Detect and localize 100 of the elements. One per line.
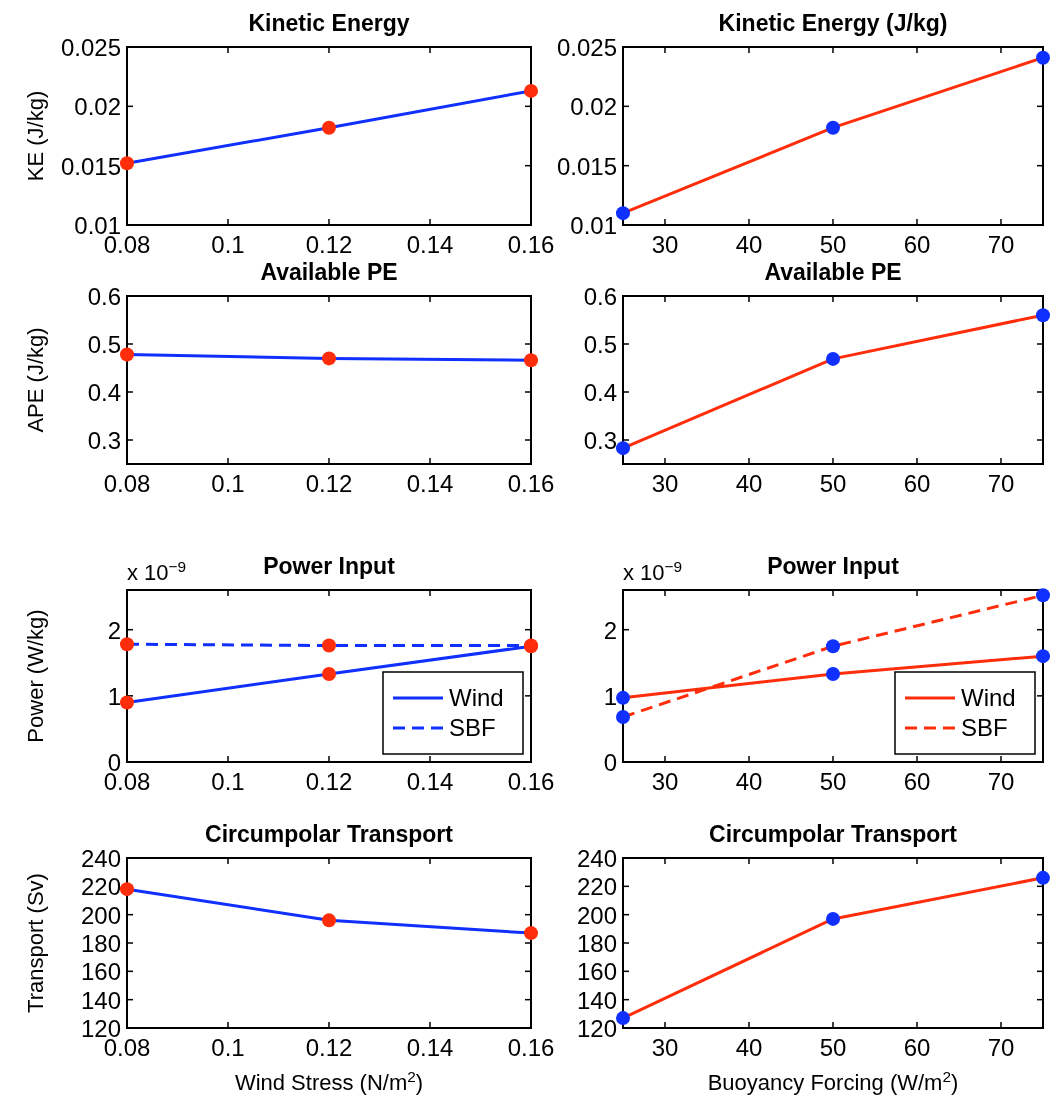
y-tick-label: 0.6 xyxy=(583,283,617,310)
x-axis-title: Buoyancy Forcing (W/m$^{2}$) xyxy=(707,1067,959,1095)
y-tick-label: 120 xyxy=(576,1015,617,1042)
point xyxy=(1036,50,1050,65)
x-tick-label: 0.1 xyxy=(211,231,245,258)
point xyxy=(322,351,336,366)
y-tick-label: 240 xyxy=(80,845,121,872)
y-tick-label: 0 xyxy=(603,749,617,776)
x-tick-label: 50 xyxy=(819,231,847,258)
x-tick-label: 70 xyxy=(987,231,1015,258)
y-axis-title: APE (J/kg) xyxy=(23,327,48,433)
x-tick-label: 0.12 xyxy=(305,231,353,258)
y-tick-label: 160 xyxy=(80,958,121,986)
chart-title: Power Input xyxy=(767,553,900,579)
x-tick-label: 50 xyxy=(819,470,847,497)
point xyxy=(524,353,538,368)
x-tick-label: 60 xyxy=(903,470,931,497)
x-tick-label: 0.14 xyxy=(406,470,454,497)
x-tick-label: 30 xyxy=(651,470,679,497)
x-tick-label: 0.16 xyxy=(507,470,555,497)
y-tick-label: 140 xyxy=(80,986,121,1014)
x-tick-label: 0.12 xyxy=(305,768,353,795)
x-tick-label: 0.12 xyxy=(305,470,353,497)
y-tick-label: 0.02 xyxy=(74,93,121,121)
x-tick-label: 40 xyxy=(735,231,763,258)
point xyxy=(826,911,840,926)
x-tick-label: 30 xyxy=(651,231,679,258)
x-tick-label: 0.14 xyxy=(406,768,454,795)
point xyxy=(322,913,336,928)
y-axis-title: KE (J/kg) xyxy=(23,90,48,182)
x-tick-label: 60 xyxy=(903,768,931,795)
y-tick-label: 0.5 xyxy=(87,331,121,358)
x-tick-label: 0.1 xyxy=(211,470,245,497)
point xyxy=(1036,588,1050,603)
x-tick-label: 30 xyxy=(651,1034,679,1061)
y-tick-label: 140 xyxy=(576,986,617,1014)
y-tick-label: 0.015 xyxy=(556,152,617,180)
x-tick-label: 0.1 xyxy=(211,1034,245,1061)
chart-title: Kinetic Energy (J/kg) xyxy=(718,10,948,36)
point xyxy=(616,1011,630,1026)
x-tick-label: 0.08 xyxy=(103,470,151,497)
point xyxy=(616,441,630,456)
y-tick-label: 220 xyxy=(576,873,617,901)
y-tick-label: 0.5 xyxy=(583,331,617,358)
y-tick-label: 1 xyxy=(107,682,121,710)
y-tick-label: 0.015 xyxy=(60,152,121,180)
legend-label: Wind xyxy=(449,684,504,711)
y-axis-title: Transport (Sv) xyxy=(23,873,48,1013)
x-tick-label: 0.16 xyxy=(507,231,555,258)
y-tick-label: 0.025 xyxy=(556,34,617,61)
y-tick-label: 0.4 xyxy=(87,379,121,406)
point xyxy=(524,83,538,98)
point xyxy=(826,351,840,366)
x-axis-title: Wind Stress (N/m$^{2}$) xyxy=(234,1067,424,1095)
y-tick-label: 0.02 xyxy=(570,93,617,121)
y-tick-label: 0.3 xyxy=(583,427,617,454)
y-tick-label: 200 xyxy=(576,901,617,929)
point xyxy=(826,667,840,682)
text: x 10$^{−9}$ xyxy=(127,557,187,585)
point xyxy=(120,695,134,710)
x-tick-label: 0.14 xyxy=(406,231,454,258)
y-tick-label: 200 xyxy=(80,901,121,929)
y-tick-label: 0.025 xyxy=(60,34,121,61)
chart-title: Power Input xyxy=(263,553,396,579)
y-tick-label: 0.6 xyxy=(87,283,121,310)
chart-title: Circumpolar Transport xyxy=(709,821,958,847)
chart-title: Kinetic Energy xyxy=(248,10,410,36)
text: x 10$^{−9}$ xyxy=(623,557,683,585)
x-tick-label: 60 xyxy=(903,231,931,258)
point xyxy=(616,690,630,705)
legend-label: SBF xyxy=(961,714,1008,741)
y-axis-title: Power (W/kg) xyxy=(23,609,48,743)
x-tick-label: 0.16 xyxy=(507,1034,555,1061)
point xyxy=(826,120,840,135)
y-tick-label: 0.3 xyxy=(87,427,121,454)
x-tick-label: 60 xyxy=(903,1034,931,1061)
chart-title: Circumpolar Transport xyxy=(205,821,454,847)
x-tick-label: 50 xyxy=(819,1034,847,1061)
x-tick-label: 30 xyxy=(651,768,679,795)
x-tick-label: 40 xyxy=(735,768,763,795)
point xyxy=(120,882,134,897)
point xyxy=(616,206,630,221)
y-tick-label: 0.01 xyxy=(570,212,617,239)
x-tick-label: 70 xyxy=(987,470,1015,497)
point xyxy=(1036,870,1050,885)
chart-title: Available PE xyxy=(260,259,398,285)
point xyxy=(120,156,134,171)
x-tick-label: 0.14 xyxy=(406,1034,454,1061)
x-tick-label: 40 xyxy=(735,470,763,497)
y-tick-label: 160 xyxy=(576,958,617,986)
x-tick-label: 50 xyxy=(819,768,847,795)
x-tick-label: 0.1 xyxy=(211,768,245,795)
point xyxy=(322,638,336,653)
x-tick-label: 0.16 xyxy=(507,768,555,795)
chart-title: Available PE xyxy=(764,259,902,285)
point xyxy=(1036,308,1050,323)
point xyxy=(1036,649,1050,664)
y-tick-label: 1 xyxy=(603,682,617,710)
point xyxy=(616,710,630,725)
point xyxy=(524,926,538,941)
